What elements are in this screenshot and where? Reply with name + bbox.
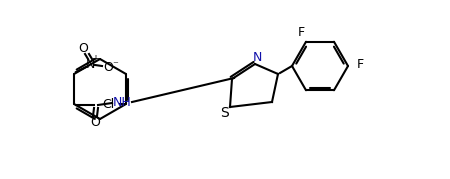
Text: F: F: [297, 26, 305, 39]
Text: F: F: [356, 57, 364, 71]
Text: O: O: [103, 61, 113, 74]
Text: +: +: [91, 54, 99, 64]
Text: NH: NH: [112, 96, 131, 108]
Text: O: O: [90, 115, 100, 129]
Text: N: N: [252, 50, 262, 64]
Text: O: O: [78, 42, 88, 54]
Text: N: N: [86, 57, 94, 71]
Text: ⁻: ⁻: [112, 60, 118, 70]
Text: Cl: Cl: [102, 98, 114, 110]
Text: S: S: [220, 106, 229, 120]
